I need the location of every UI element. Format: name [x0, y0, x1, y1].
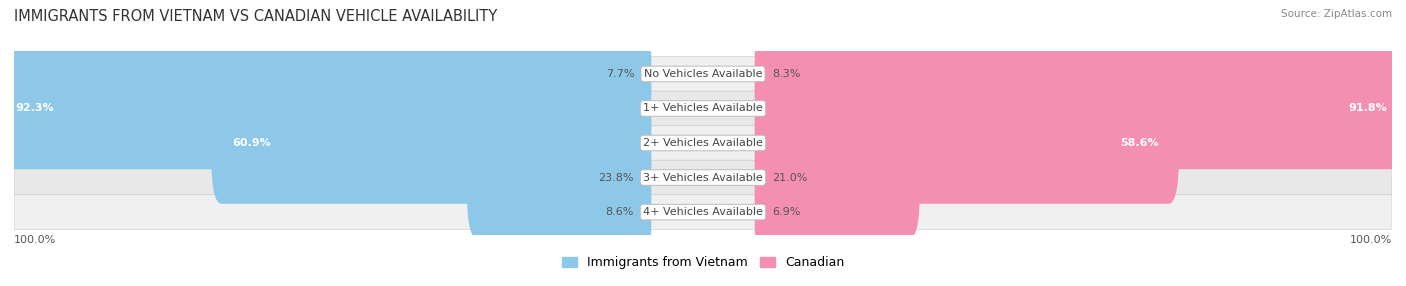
FancyBboxPatch shape [14, 126, 1392, 160]
Text: 4+ Vehicles Available: 4+ Vehicles Available [643, 207, 763, 217]
Text: 8.3%: 8.3% [772, 69, 800, 79]
FancyBboxPatch shape [755, 151, 823, 273]
Text: 8.6%: 8.6% [606, 207, 634, 217]
Text: 92.3%: 92.3% [15, 104, 53, 114]
FancyBboxPatch shape [0, 48, 651, 169]
Text: 2+ Vehicles Available: 2+ Vehicles Available [643, 138, 763, 148]
Text: Source: ZipAtlas.com: Source: ZipAtlas.com [1281, 9, 1392, 19]
Text: 91.8%: 91.8% [1348, 104, 1388, 114]
FancyBboxPatch shape [14, 91, 1392, 126]
FancyBboxPatch shape [755, 82, 1180, 204]
Text: 100.0%: 100.0% [1350, 235, 1392, 245]
FancyBboxPatch shape [755, 48, 1406, 169]
Text: 1+ Vehicles Available: 1+ Vehicles Available [643, 104, 763, 114]
FancyBboxPatch shape [467, 117, 651, 238]
FancyBboxPatch shape [14, 160, 1392, 195]
Text: 3+ Vehicles Available: 3+ Vehicles Available [643, 172, 763, 182]
Text: 60.9%: 60.9% [232, 138, 270, 148]
FancyBboxPatch shape [14, 195, 1392, 229]
FancyBboxPatch shape [571, 151, 651, 273]
Text: IMMIGRANTS FROM VIETNAM VS CANADIAN VEHICLE AVAILABILITY: IMMIGRANTS FROM VIETNAM VS CANADIAN VEHI… [14, 9, 498, 23]
FancyBboxPatch shape [14, 57, 1392, 91]
FancyBboxPatch shape [755, 117, 920, 238]
FancyBboxPatch shape [211, 82, 651, 204]
FancyBboxPatch shape [755, 13, 832, 135]
Legend: Immigrants from Vietnam, Canadian: Immigrants from Vietnam, Canadian [557, 251, 849, 274]
Text: 7.7%: 7.7% [606, 69, 634, 79]
Text: No Vehicles Available: No Vehicles Available [644, 69, 762, 79]
Text: 100.0%: 100.0% [14, 235, 56, 245]
Text: 21.0%: 21.0% [772, 172, 807, 182]
Text: 23.8%: 23.8% [599, 172, 634, 182]
FancyBboxPatch shape [578, 13, 651, 135]
Text: 6.9%: 6.9% [772, 207, 800, 217]
Text: 58.6%: 58.6% [1119, 138, 1159, 148]
